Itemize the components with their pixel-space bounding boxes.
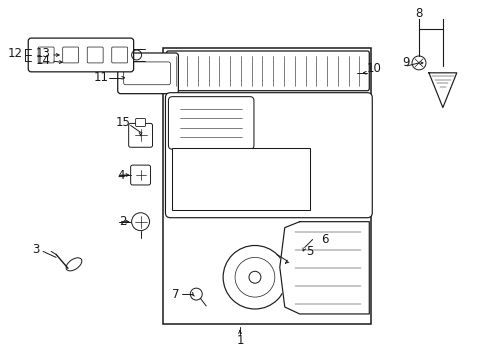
FancyBboxPatch shape — [87, 47, 103, 63]
Text: 1: 1 — [236, 334, 244, 347]
Text: 10: 10 — [366, 62, 381, 75]
Text: 2: 2 — [119, 215, 126, 228]
FancyBboxPatch shape — [130, 165, 150, 185]
Text: 9: 9 — [402, 57, 409, 69]
Text: 11: 11 — [93, 71, 108, 84]
FancyBboxPatch shape — [62, 47, 79, 63]
Text: 4: 4 — [117, 168, 124, 181]
Text: 12: 12 — [8, 48, 23, 60]
FancyBboxPatch shape — [135, 118, 145, 126]
FancyBboxPatch shape — [118, 53, 178, 94]
FancyBboxPatch shape — [128, 123, 152, 147]
FancyBboxPatch shape — [38, 47, 54, 63]
FancyBboxPatch shape — [168, 96, 253, 149]
Text: 15: 15 — [115, 116, 130, 129]
FancyBboxPatch shape — [123, 62, 170, 85]
Text: 6: 6 — [320, 233, 327, 246]
Ellipse shape — [66, 258, 81, 271]
Text: 14: 14 — [36, 54, 51, 67]
Text: 3: 3 — [32, 243, 40, 256]
Text: 13: 13 — [36, 48, 50, 60]
Text: 8: 8 — [414, 7, 422, 20]
FancyBboxPatch shape — [28, 38, 133, 72]
Bar — [172, 148, 309, 210]
FancyBboxPatch shape — [112, 47, 127, 63]
Polygon shape — [279, 222, 368, 314]
FancyBboxPatch shape — [166, 51, 368, 91]
FancyBboxPatch shape — [165, 93, 371, 218]
Text: 7: 7 — [171, 288, 179, 301]
Bar — [163, 48, 370, 324]
Text: 5: 5 — [305, 245, 313, 258]
